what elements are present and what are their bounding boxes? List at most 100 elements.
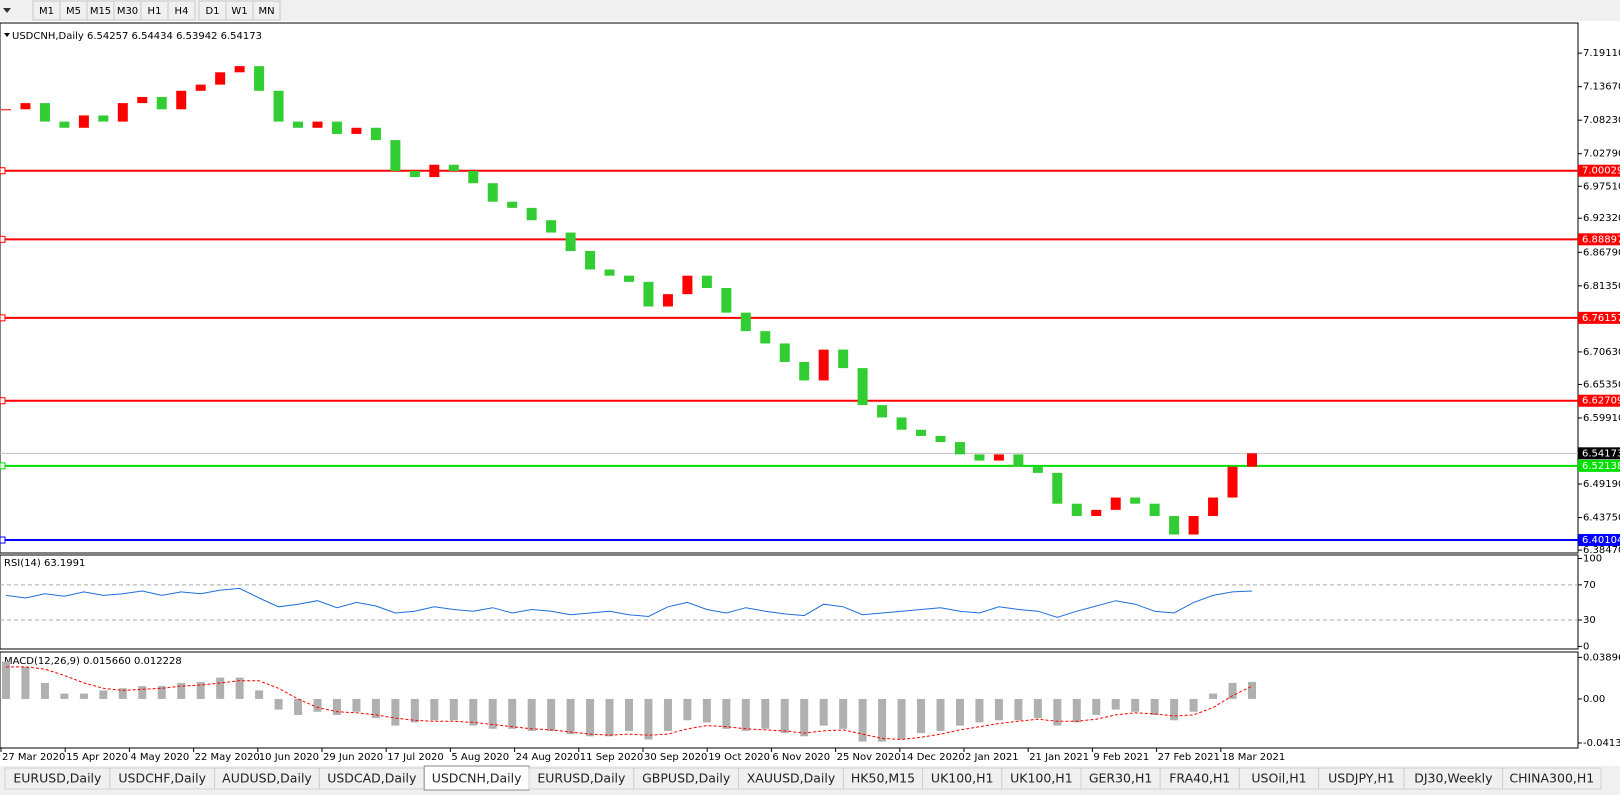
date-label: 4 May 2020 bbox=[130, 752, 189, 763]
candle bbox=[156, 96, 167, 110]
price-tick-label: 6.65350 bbox=[1583, 379, 1620, 390]
candle bbox=[974, 454, 985, 461]
timeframe-label[interactable]: M5 bbox=[66, 6, 81, 17]
tab[interactable] bbox=[1502, 767, 1602, 790]
macd-bar bbox=[410, 698, 419, 723]
macd-bar bbox=[839, 698, 848, 729]
timeframe-label[interactable]: H4 bbox=[175, 6, 189, 17]
timeframe-button[interactable] bbox=[167, 0, 196, 21]
tab-label[interactable]: EURUSD,Daily bbox=[13, 771, 102, 786]
macd-bar bbox=[21, 666, 30, 699]
macd-bar bbox=[1228, 682, 1237, 699]
active-tab[interactable] bbox=[423, 765, 530, 791]
macd-bar bbox=[157, 686, 166, 699]
candle bbox=[1013, 454, 1024, 467]
candle bbox=[779, 343, 790, 362]
tab-label[interactable]: AUDUSD,Daily bbox=[222, 771, 312, 786]
price-tick-label: 7.13670 bbox=[1583, 82, 1620, 93]
macd-bar bbox=[780, 698, 789, 734]
candle bbox=[254, 66, 265, 91]
candle bbox=[1032, 466, 1043, 473]
rsi-tick-label: 30 bbox=[1583, 615, 1596, 626]
tab-label[interactable]: DJ30,Weekly bbox=[1414, 771, 1493, 786]
tab-label[interactable]: USOil,H1 bbox=[1251, 771, 1306, 786]
macd-bar bbox=[878, 698, 887, 742]
timeframe-label[interactable]: M15 bbox=[90, 6, 111, 17]
date-label: 15 Apr 2020 bbox=[66, 752, 128, 763]
candle bbox=[838, 349, 849, 369]
timeframe-label[interactable]: D1 bbox=[205, 6, 219, 17]
macd-bar bbox=[1092, 698, 1101, 715]
date-label: 5 Aug 2020 bbox=[451, 752, 509, 763]
tab-label[interactable]: HK50,M15 bbox=[851, 771, 915, 786]
candle bbox=[1130, 497, 1141, 504]
candle bbox=[273, 90, 284, 122]
tab-label[interactable]: UK100,H1 bbox=[1010, 771, 1073, 786]
date-label: 18 Mar 2021 bbox=[1222, 752, 1285, 763]
macd-bar bbox=[683, 698, 692, 721]
price-tick-label: 6.86790 bbox=[1583, 247, 1620, 258]
date-label: 24 Aug 2020 bbox=[516, 752, 580, 763]
rsi-tick-label: 70 bbox=[1583, 580, 1596, 591]
tab-label[interactable]: USDCNH,Daily bbox=[432, 771, 522, 786]
tab-label[interactable]: USDCAD,Daily bbox=[327, 771, 417, 786]
candle bbox=[448, 164, 459, 171]
candle bbox=[98, 115, 109, 122]
current-price-box bbox=[1578, 447, 1620, 460]
timeframe-label[interactable]: H1 bbox=[148, 6, 162, 17]
macd-signal bbox=[6, 666, 1253, 741]
macd-tick-label: 0.00 bbox=[1583, 694, 1605, 705]
candle bbox=[59, 121, 70, 128]
tab-label[interactable]: EURUSD,Daily bbox=[537, 771, 626, 786]
candle bbox=[916, 429, 927, 436]
macd-bar bbox=[313, 698, 322, 712]
macd-bar bbox=[118, 688, 127, 699]
candle bbox=[390, 140, 401, 171]
macd-bar bbox=[625, 698, 633, 731]
tab-label[interactable]: USDJPY,H1 bbox=[1328, 771, 1395, 786]
candle bbox=[195, 84, 206, 91]
date-label: 27 Feb 2021 bbox=[1158, 752, 1220, 763]
candle bbox=[585, 251, 596, 270]
tab-label[interactable]: UK100,H1 bbox=[931, 771, 994, 786]
candle bbox=[565, 232, 576, 252]
macd-bar bbox=[605, 698, 614, 737]
level-box bbox=[1578, 164, 1620, 177]
candle bbox=[1188, 516, 1199, 535]
tab-label[interactable]: XAUUSD,Daily bbox=[747, 771, 836, 786]
candle bbox=[312, 121, 323, 128]
tab-label[interactable]: CHINA300,H1 bbox=[1509, 771, 1594, 786]
macd-bar bbox=[469, 698, 478, 726]
macd-bar bbox=[663, 698, 672, 731]
macd-bar bbox=[936, 698, 945, 731]
macd-bar bbox=[274, 698, 283, 710]
timeframe-button[interactable] bbox=[252, 0, 281, 21]
macd-label: MACD(12,26,9) 0.015660 0.012228 bbox=[4, 656, 182, 667]
macd-bar bbox=[216, 677, 225, 699]
macd-bar bbox=[79, 693, 88, 699]
candle bbox=[760, 331, 771, 344]
date-label: 21 Jan 2021 bbox=[1029, 752, 1089, 763]
timeframe-label[interactable]: W1 bbox=[231, 6, 247, 17]
tab-label[interactable]: FRA40,H1 bbox=[1169, 771, 1230, 786]
macd-bar bbox=[294, 698, 303, 715]
date-label: 27 Mar 2020 bbox=[2, 752, 65, 763]
macd-bar bbox=[138, 686, 147, 699]
macd-bar bbox=[40, 682, 49, 699]
candle bbox=[351, 127, 362, 134]
macd-bar bbox=[702, 698, 711, 723]
timeframe-label[interactable]: M1 bbox=[39, 6, 54, 17]
candle bbox=[331, 121, 342, 134]
tab-label[interactable]: GBPUSD,Daily bbox=[642, 771, 731, 786]
tab-label[interactable]: GER30,H1 bbox=[1089, 771, 1153, 786]
tab-label[interactable]: USDCHF,Daily bbox=[118, 771, 206, 786]
candle bbox=[409, 170, 420, 178]
timeframe-label[interactable]: M30 bbox=[117, 6, 138, 17]
level-anchor bbox=[0, 314, 6, 322]
macd-bar bbox=[99, 690, 108, 699]
macd-bar bbox=[1209, 693, 1218, 699]
candle bbox=[1052, 472, 1063, 504]
timeframe-label[interactable]: MN bbox=[258, 6, 274, 17]
level-anchor bbox=[0, 235, 6, 243]
macd-bar bbox=[644, 698, 653, 740]
